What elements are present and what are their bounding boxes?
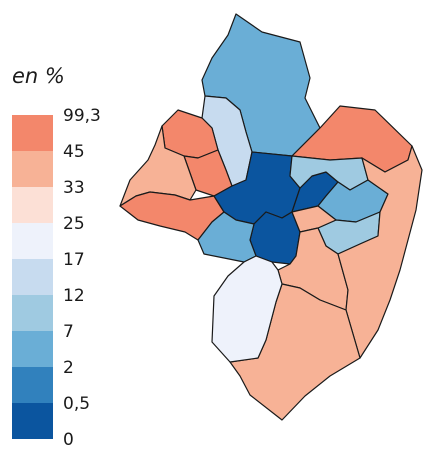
legend-swatch: [12, 187, 53, 223]
legend-swatch: [12, 367, 53, 403]
legend-swatch: [12, 331, 53, 367]
legend-swatch: [12, 403, 53, 439]
legend-label: 2: [63, 358, 74, 378]
district-west-small[interactable]: [183, 149, 233, 197]
legend-label: 12: [63, 286, 85, 306]
legend-title: en %: [12, 64, 65, 88]
legend-swatch: [12, 151, 53, 187]
legend-label: 25: [63, 214, 85, 234]
legend-label: 0: [63, 430, 74, 450]
legend-label: 0,5: [63, 394, 91, 414]
district-east-gap[interactable]: [291, 205, 337, 233]
legend-label: 17: [63, 250, 85, 270]
district-southwest-pale[interactable]: [211, 255, 283, 363]
legend-label: 33: [63, 178, 85, 198]
legend-swatch: [12, 115, 53, 151]
legend-label: 7: [63, 322, 74, 342]
legend-swatch: [12, 295, 53, 331]
legend-label: 99,3: [63, 106, 101, 126]
legend-label: 45: [63, 142, 85, 162]
legend-swatch: [12, 223, 53, 259]
legend-swatch: [12, 259, 53, 295]
